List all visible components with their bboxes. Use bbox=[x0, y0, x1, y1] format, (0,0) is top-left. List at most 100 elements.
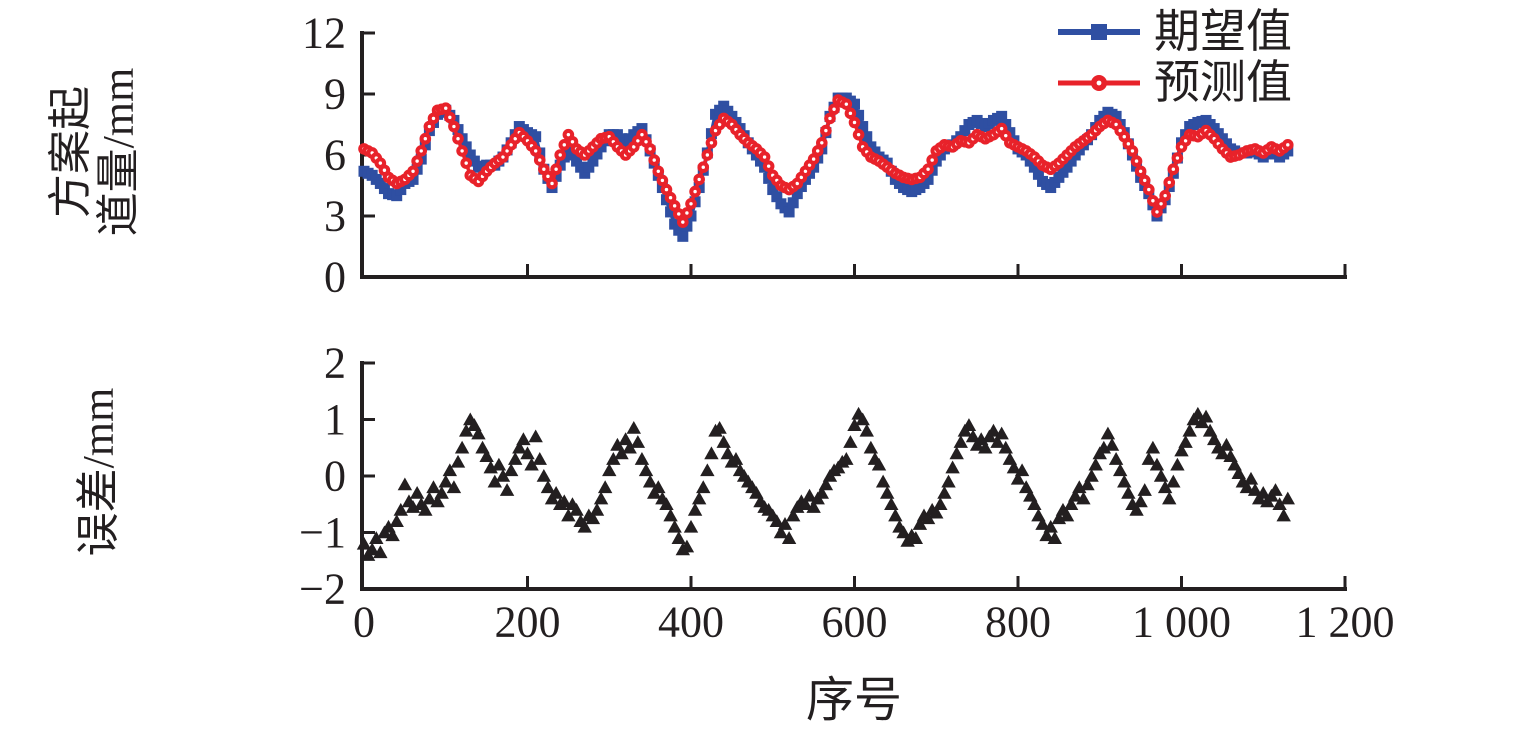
error-marker bbox=[814, 485, 829, 499]
error-marker bbox=[847, 418, 862, 431]
error-marker bbox=[986, 423, 1001, 437]
bottom-plot-axes bbox=[360, 361, 1347, 591]
legend-expected-line-square-icon bbox=[1058, 23, 1140, 40]
error-marker bbox=[1198, 409, 1214, 423]
error-marker bbox=[953, 435, 968, 448]
error-marker bbox=[839, 452, 854, 465]
error-marker bbox=[557, 494, 572, 508]
expected-marker bbox=[996, 110, 1008, 122]
error-marker bbox=[691, 491, 707, 505]
error-marker bbox=[769, 514, 785, 527]
expected-marker bbox=[849, 98, 860, 110]
error-marker bbox=[1063, 497, 1079, 511]
error-marker bbox=[1219, 437, 1234, 451]
error-marker bbox=[700, 463, 715, 477]
expected-marker bbox=[767, 184, 779, 196]
error-marker bbox=[471, 426, 486, 440]
error-marker bbox=[438, 474, 453, 488]
error-marker bbox=[1129, 502, 1144, 516]
error-marker bbox=[933, 497, 948, 511]
expected-marker bbox=[1032, 168, 1044, 180]
expected-marker bbox=[575, 161, 587, 173]
error-marker bbox=[855, 412, 870, 426]
legend: 期望值 预测值 bbox=[1056, 6, 1292, 108]
error-marker bbox=[1080, 477, 1095, 491]
error-marker bbox=[634, 452, 650, 465]
error-marker bbox=[364, 542, 380, 556]
expected-marker bbox=[726, 110, 738, 122]
error-marker bbox=[937, 485, 952, 499]
error-marker bbox=[561, 508, 576, 522]
error-marker bbox=[1047, 531, 1062, 544]
expected-marker bbox=[391, 190, 403, 202]
error-marker bbox=[990, 435, 1005, 448]
tick-label: 12 bbox=[302, 9, 346, 58]
top-y-axis-title-line1: 方案起 bbox=[46, 86, 95, 218]
expected-marker bbox=[550, 170, 562, 182]
error-marker bbox=[1117, 474, 1132, 488]
error-marker bbox=[597, 480, 613, 494]
error-marker bbox=[663, 508, 678, 522]
error-marker bbox=[622, 440, 637, 454]
error-marker bbox=[397, 477, 413, 491]
error-marker bbox=[1276, 508, 1291, 522]
expected-marker bbox=[771, 191, 783, 203]
error-marker bbox=[614, 446, 629, 460]
error-marker bbox=[884, 497, 899, 511]
error-marker bbox=[1182, 423, 1197, 437]
error-marker bbox=[593, 491, 609, 505]
tick-label: 9 bbox=[324, 70, 346, 119]
error-marker bbox=[1162, 491, 1177, 505]
error-marker bbox=[888, 508, 903, 522]
x-tick-labels: 0 200 400 600 800 1 000 1 200 bbox=[353, 598, 1395, 647]
error-marker bbox=[1153, 469, 1169, 482]
error-marker bbox=[389, 514, 404, 527]
error-marker bbox=[1084, 469, 1099, 482]
error-marker bbox=[994, 426, 1009, 440]
expected-marker bbox=[468, 155, 480, 167]
error-marker bbox=[1215, 446, 1230, 460]
error-marker bbox=[1076, 491, 1091, 505]
error-marker bbox=[1268, 483, 1283, 496]
error-marker bbox=[503, 463, 519, 477]
error-marker bbox=[422, 491, 437, 505]
top-y-axis-title: 方案起 道量/mm bbox=[46, 67, 143, 237]
error-marker bbox=[479, 449, 494, 463]
expected-marker bbox=[1065, 155, 1077, 167]
error-marker bbox=[871, 457, 887, 471]
error-marker bbox=[1157, 480, 1173, 494]
top-chart-predicted-series bbox=[358, 94, 1294, 228]
error-marker bbox=[1166, 474, 1181, 488]
error-marker bbox=[458, 423, 474, 437]
error-marker bbox=[667, 519, 682, 533]
error-marker bbox=[540, 480, 556, 494]
error-marker bbox=[712, 420, 727, 434]
error-marker bbox=[818, 477, 834, 491]
error-marker bbox=[1014, 463, 1030, 477]
tick-label: 0 bbox=[324, 452, 346, 501]
legend-predicted-label: 预测值 bbox=[1154, 56, 1292, 108]
error-marker bbox=[1039, 528, 1054, 542]
expected-marker bbox=[587, 155, 599, 167]
error-marker bbox=[642, 474, 658, 488]
error-marker bbox=[941, 474, 956, 488]
error-marker bbox=[781, 531, 797, 544]
error-marker bbox=[1137, 483, 1152, 496]
expected-marker bbox=[922, 173, 934, 185]
tick-label: −2 bbox=[299, 565, 346, 614]
error-marker bbox=[659, 497, 674, 511]
error-marker bbox=[1121, 485, 1136, 499]
error-marker bbox=[875, 474, 891, 488]
expected-marker bbox=[665, 206, 677, 218]
error-marker bbox=[430, 494, 445, 508]
expected-marker bbox=[857, 121, 869, 133]
error-marker bbox=[716, 435, 731, 448]
top-y-axis-title-line2: 道量/mm bbox=[94, 67, 143, 237]
expected-marker bbox=[669, 218, 681, 230]
error-marker bbox=[1141, 452, 1156, 465]
x-axis-title: 序号 bbox=[805, 674, 903, 727]
error-marker bbox=[516, 432, 531, 446]
error-marker bbox=[418, 502, 433, 516]
error-marker bbox=[630, 435, 646, 448]
expected-marker bbox=[673, 224, 685, 236]
